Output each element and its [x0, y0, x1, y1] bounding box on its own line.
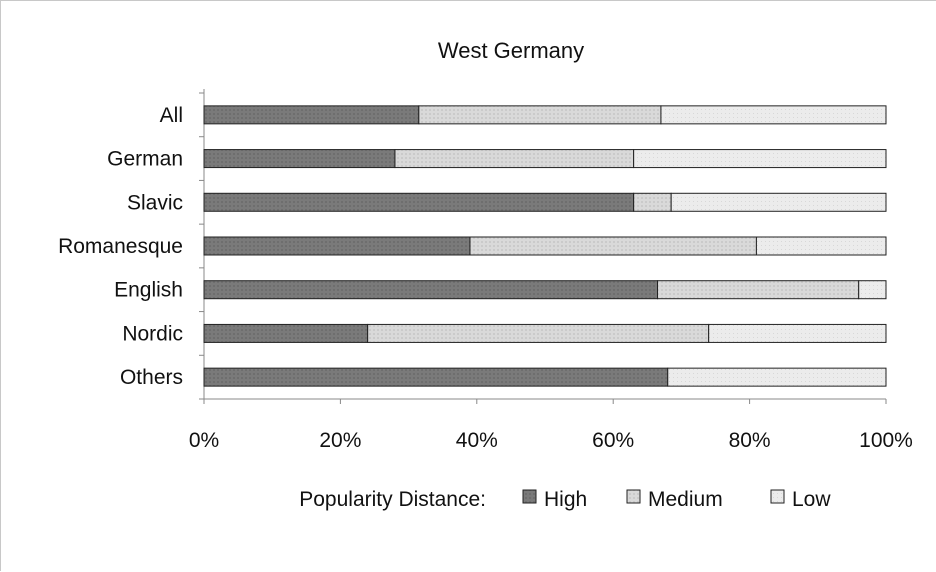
bar-segment-low — [755, 236, 887, 256]
category-label: English — [114, 279, 183, 302]
category-label: All — [160, 104, 183, 127]
bar-segment-low — [708, 323, 887, 343]
x-tick-label: 0% — [189, 429, 219, 452]
bar-segment-high — [203, 149, 396, 169]
legend-title: Popularity Distance: — [299, 488, 486, 511]
bar-segment-low — [633, 149, 887, 169]
x-tick-label: 40% — [456, 429, 498, 452]
category-label: Others — [120, 366, 183, 389]
legend-swatch-medium — [626, 489, 641, 504]
legend-label-low: Low — [792, 488, 831, 511]
bar-segment-high — [203, 280, 659, 300]
bar-segment-high — [203, 323, 369, 343]
x-tick-label: 20% — [319, 429, 361, 452]
chart-title: West Germany — [438, 38, 584, 63]
category-label: Slavic — [127, 191, 183, 214]
plot-area: 0% 20% 40% 60% 80% 100% All German Slavic Romanes… — [58, 89, 913, 452]
bar-segment-high — [203, 367, 669, 387]
legend: Popularity Distance: High Medium Low — [299, 488, 831, 511]
bar-segment-medium — [633, 192, 672, 212]
bar-segment-low — [858, 280, 887, 300]
bar-segment-medium — [469, 236, 757, 256]
bar-segment-high — [203, 192, 635, 212]
legend-swatch-high — [522, 489, 537, 504]
bar-segment-high — [203, 236, 471, 256]
category-label: Romanesque — [58, 235, 183, 258]
category-label: German — [107, 148, 183, 171]
bar-segment-low — [670, 192, 887, 212]
bar-segment-low — [660, 105, 887, 125]
legend-label-high: High — [544, 488, 587, 511]
bar-segment-medium — [418, 105, 662, 125]
legend-label-medium: Medium — [648, 488, 723, 511]
bar-segment-low — [667, 367, 887, 387]
x-tick-label: 80% — [729, 429, 771, 452]
bar-segment-medium — [657, 280, 860, 300]
x-tick-label: 100% — [859, 429, 913, 452]
bar-segment-high — [203, 105, 420, 125]
category-label: Nordic — [122, 322, 183, 345]
bar-segment-medium — [367, 323, 710, 343]
bar-segment-medium — [394, 149, 635, 169]
legend-swatch-low — [770, 489, 785, 504]
x-tick-label: 60% — [592, 429, 634, 452]
